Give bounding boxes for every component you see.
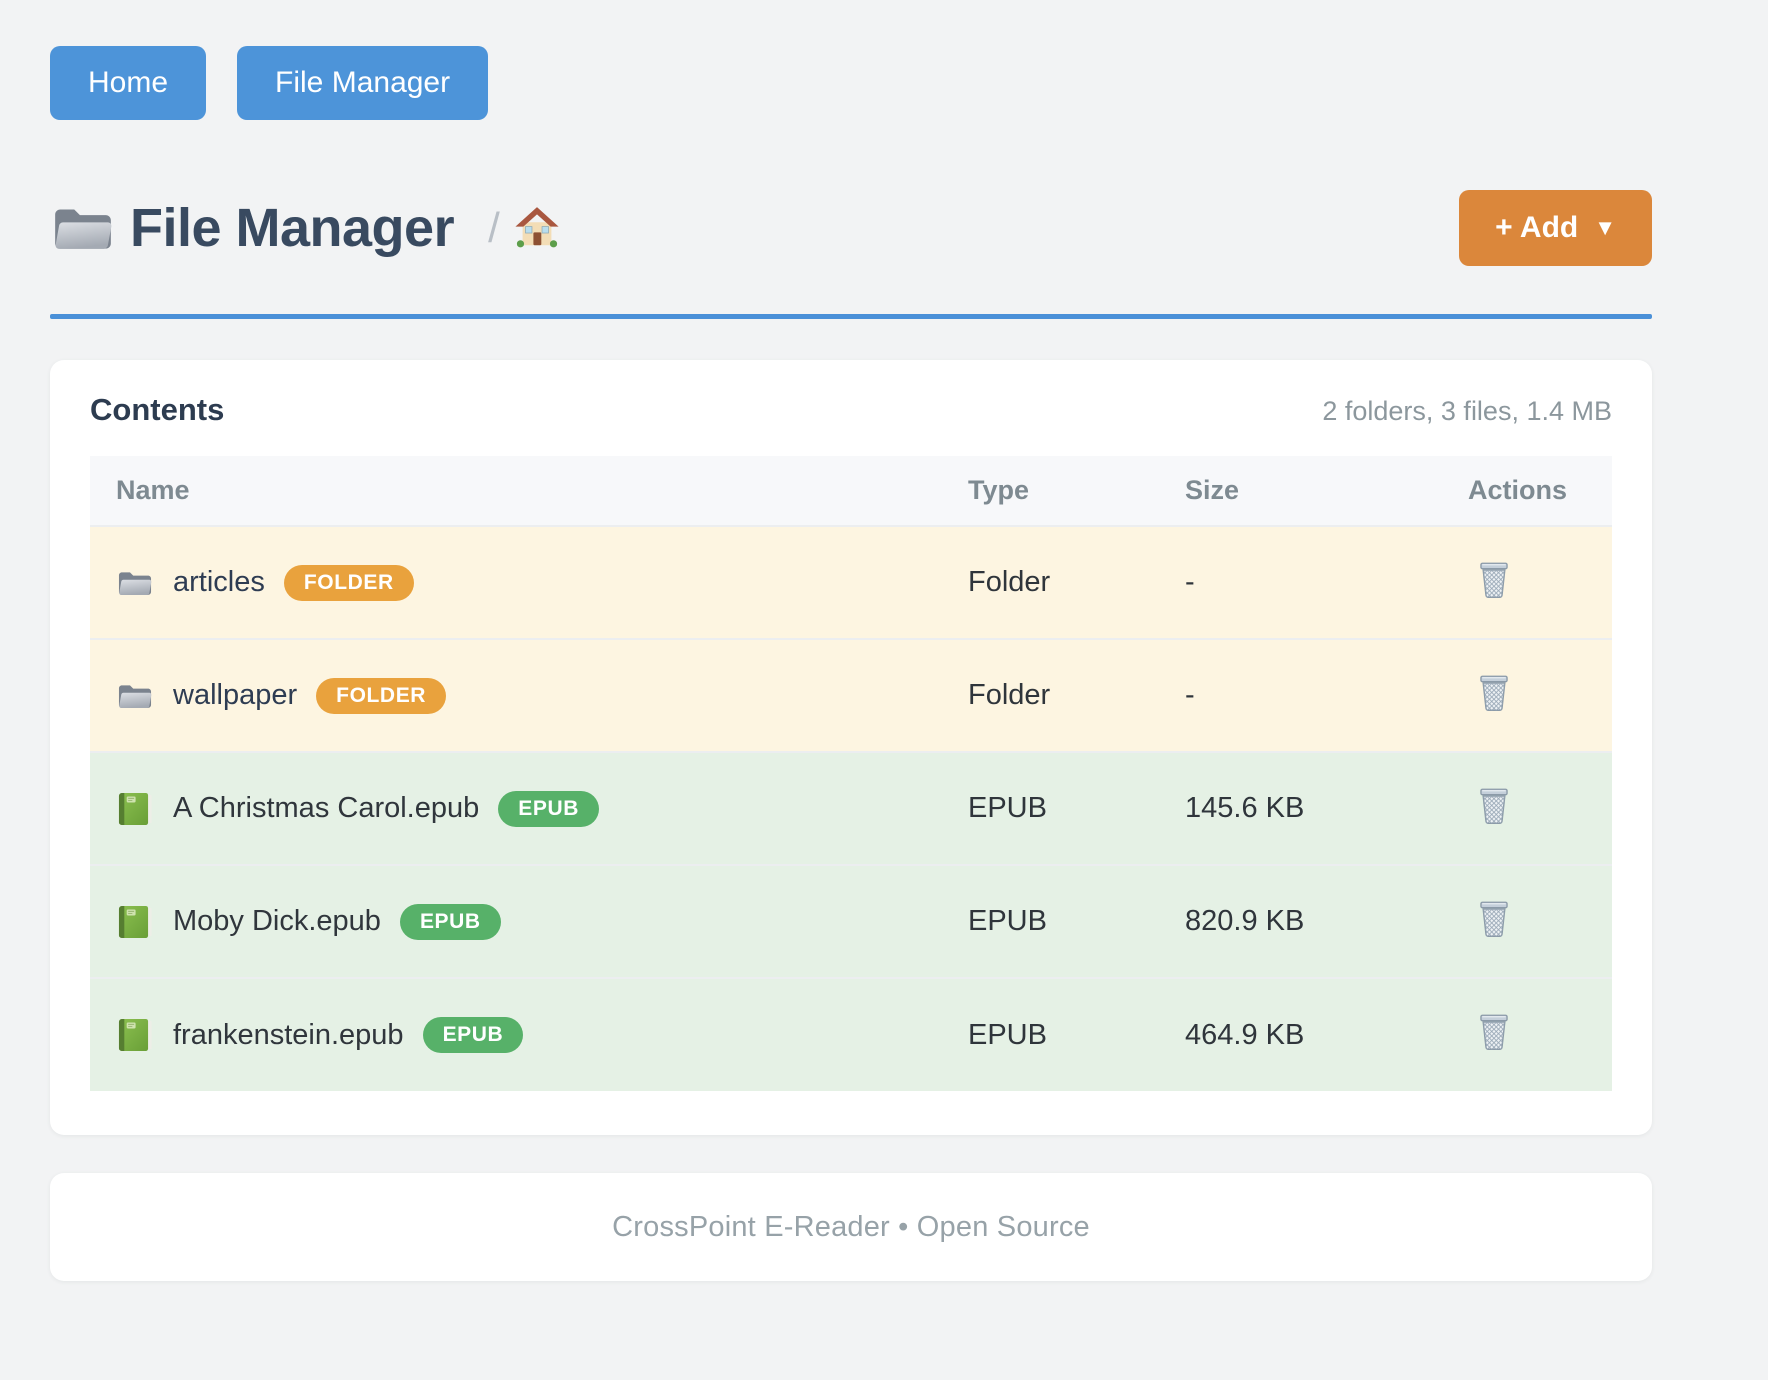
green-book-icon bbox=[116, 790, 154, 828]
page-header: File Manager / + Add ▼ bbox=[50, 190, 1652, 266]
epub-badge: EPUB bbox=[422, 1017, 524, 1053]
table-header-row: Name Type Size Actions bbox=[90, 456, 1612, 526]
breadcrumb: / bbox=[488, 204, 560, 252]
contents-heading: Contents bbox=[90, 392, 225, 427]
wastebasket-icon bbox=[1476, 898, 1512, 938]
column-header-type: Type bbox=[942, 456, 1159, 526]
table-row: Moby Dick.epub EPUB EPUB 820.9 KB bbox=[90, 864, 1612, 978]
footer-text: CrossPoint E-Reader • Open Source bbox=[612, 1210, 1090, 1243]
item-type: EPUB bbox=[942, 751, 1159, 865]
column-header-size: Size bbox=[1159, 456, 1442, 526]
item-size: 464.9 KB bbox=[1159, 977, 1442, 1091]
delete-button[interactable] bbox=[1476, 559, 1512, 599]
green-book-icon bbox=[116, 903, 154, 941]
item-size: - bbox=[1159, 638, 1442, 752]
item-name-link[interactable]: articles bbox=[173, 566, 265, 598]
caret-down-icon: ▼ bbox=[1594, 215, 1616, 240]
item-size: - bbox=[1159, 525, 1442, 639]
folder-badge: FOLDER bbox=[283, 564, 414, 601]
wastebasket-icon bbox=[1476, 1011, 1512, 1051]
folder-icon bbox=[50, 195, 116, 261]
contents-table: Name Type Size Actions articles FOLDER F… bbox=[90, 456, 1612, 1091]
contents-card: Contents 2 folders, 3 files, 1.4 MB Name… bbox=[50, 360, 1652, 1135]
folder-badge: FOLDER bbox=[316, 677, 447, 714]
wastebasket-icon bbox=[1476, 785, 1512, 825]
item-name-link[interactable]: A Christmas Carol.epub bbox=[173, 792, 480, 824]
delete-button[interactable] bbox=[1476, 898, 1512, 938]
item-type: Folder bbox=[942, 638, 1159, 752]
item-type: Folder bbox=[942, 525, 1159, 639]
item-name-link[interactable]: wallpaper bbox=[173, 679, 298, 711]
item-size: 820.9 KB bbox=[1159, 864, 1442, 978]
nav-home-button[interactable]: Home bbox=[50, 46, 207, 120]
delete-button[interactable] bbox=[1476, 672, 1512, 712]
column-header-name: Name bbox=[90, 456, 942, 526]
item-name-link[interactable]: Moby Dick.epub bbox=[173, 905, 381, 937]
green-book-icon bbox=[116, 1016, 154, 1054]
item-name-link[interactable]: frankenstein.epub bbox=[173, 1018, 404, 1051]
item-type: EPUB bbox=[942, 977, 1159, 1091]
folder-icon bbox=[116, 564, 154, 602]
table-row: frankenstein.epub EPUB EPUB 464.9 KB bbox=[90, 977, 1612, 1091]
table-row: articles FOLDER Folder - bbox=[90, 525, 1612, 639]
table-row: A Christmas Carol.epub EPUB EPUB 145.6 K… bbox=[90, 751, 1612, 865]
house-icon[interactable] bbox=[514, 205, 560, 251]
delete-button[interactable] bbox=[1476, 1011, 1512, 1051]
nav-file-manager-button[interactable]: File Manager bbox=[237, 46, 489, 120]
item-type: EPUB bbox=[942, 864, 1159, 978]
column-header-actions: Actions bbox=[1442, 456, 1612, 526]
folder-icon bbox=[116, 677, 154, 715]
add-button[interactable]: + Add ▼ bbox=[1459, 190, 1652, 266]
contents-summary: 2 folders, 3 files, 1.4 MB bbox=[1322, 396, 1612, 426]
add-button-label: + Add bbox=[1495, 211, 1579, 244]
epub-badge: EPUB bbox=[399, 903, 501, 940]
footer: CrossPoint E-Reader • Open Source bbox=[50, 1173, 1652, 1281]
item-size: 145.6 KB bbox=[1159, 751, 1442, 865]
page-title: File Manager bbox=[130, 198, 455, 258]
wastebasket-icon bbox=[1476, 672, 1512, 712]
delete-button[interactable] bbox=[1476, 785, 1512, 825]
wastebasket-icon bbox=[1476, 559, 1512, 599]
table-row: wallpaper FOLDER Folder - bbox=[90, 638, 1612, 752]
epub-badge: EPUB bbox=[498, 790, 599, 827]
breadcrumb-separator: / bbox=[488, 204, 500, 251]
breadcrumb-nav: Home File Manager bbox=[50, 0, 1652, 120]
header-divider bbox=[50, 314, 1652, 319]
